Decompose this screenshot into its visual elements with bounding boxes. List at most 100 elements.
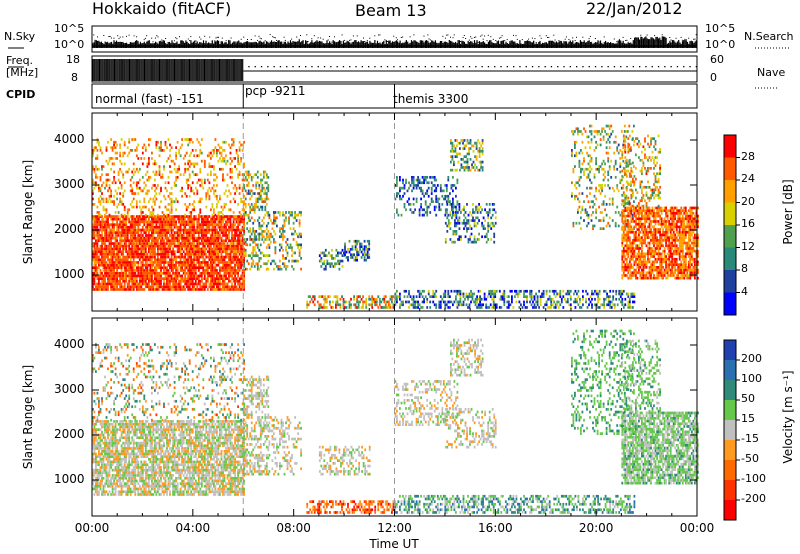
heat-cell: [289, 211, 292, 214]
heat-cell: [96, 244, 99, 248]
heat-cell: [167, 228, 170, 232]
heat-cell: [240, 277, 243, 280]
heat-cell: [599, 219, 602, 222]
heat-cell: [167, 277, 170, 280]
heat-cell: [96, 223, 99, 226]
heat-cell: [298, 224, 301, 228]
heat-cell: [196, 154, 199, 158]
heat-cell: [211, 213, 214, 217]
heat-cell: [369, 297, 372, 301]
heat-cell: [222, 167, 224, 171]
heat-cell: [216, 205, 218, 209]
heat-cell: [210, 252, 212, 256]
heat-cell: [110, 247, 113, 251]
heat-cell: [131, 244, 134, 248]
heat-cell: [265, 262, 268, 266]
heat-cell: [470, 292, 472, 296]
heat-cell: [446, 216, 449, 220]
heat-cell: [474, 141, 477, 145]
heat-cell: [232, 143, 235, 147]
heat-cell: [102, 225, 105, 229]
heat-cell: [169, 203, 171, 206]
heat-cell: [178, 285, 181, 289]
heat-cell: [580, 306, 583, 309]
heat-cell: [110, 279, 113, 283]
heat-cell: [365, 306, 368, 309]
heat-cell: [151, 213, 153, 217]
heat-cell: [548, 306, 551, 309]
heat-cell: [241, 220, 244, 224]
heat-cell: [261, 219, 264, 222]
heat-cell: [176, 167, 179, 171]
heat-cell: [469, 235, 471, 239]
heat-cell: [589, 159, 591, 163]
heat-cell: [197, 215, 200, 218]
heat-cell: [202, 261, 205, 264]
heat-cell: [135, 255, 138, 259]
heat-cell: [131, 231, 134, 234]
heat-cell: [182, 236, 185, 240]
heat-cell: [166, 261, 168, 264]
heat-cell: [447, 221, 450, 225]
heat-cell: [173, 274, 176, 278]
heat-cell: [132, 250, 135, 253]
heat-cell: [143, 181, 146, 185]
heat-cell: [213, 231, 215, 234]
heat-cell: [98, 250, 100, 253]
heat-cell: [476, 297, 479, 301]
heat-cell: [158, 234, 161, 237]
heat-cell: [238, 242, 241, 245]
heat-cell: [507, 306, 510, 309]
heat-cell: [282, 248, 284, 252]
heat-cell: [154, 261, 156, 264]
heat-cell: [160, 223, 162, 226]
heat-cell: [258, 186, 261, 190]
heat-cell: [205, 217, 208, 221]
heat-cell: [116, 217, 119, 221]
heat-cell: [216, 274, 218, 278]
heat-cell: [500, 295, 503, 298]
heat-cell: [265, 235, 268, 239]
heat-cell: [96, 285, 99, 289]
heat-cell: [307, 303, 310, 307]
heat-cell: [143, 197, 146, 201]
heat-cell: [237, 220, 240, 224]
heat-cell: [193, 215, 196, 218]
heat-cell: [179, 217, 182, 221]
heat-cell: [300, 267, 303, 271]
heat-cell: [178, 288, 181, 291]
heat-cell: [157, 215, 159, 218]
heat-cell: [545, 289, 548, 293]
heat-cell: [235, 271, 238, 275]
heat-cell: [213, 225, 215, 229]
heat-cell: [93, 149, 96, 152]
heat-cell: [154, 200, 156, 203]
heat-cell: [135, 181, 138, 185]
heat-cell: [126, 154, 129, 158]
heat-cell: [107, 266, 109, 270]
heat-cell: [185, 258, 188, 262]
heat-cell: [223, 231, 226, 234]
heat-cell: [574, 197, 576, 201]
heat-cell: [237, 279, 240, 283]
heat-cell: [200, 234, 203, 237]
heat-cell: [152, 250, 155, 253]
heat-cell: [151, 285, 153, 289]
heat-cell: [624, 297, 627, 301]
heat-cell: [138, 205, 141, 209]
heat-cell: [324, 248, 327, 252]
heat-cell: [193, 242, 196, 245]
heat-cell: [598, 292, 601, 296]
heat-cell: [418, 211, 421, 214]
heat-cell: [149, 220, 152, 224]
heat-cell: [506, 295, 509, 298]
heat-cell: [396, 297, 398, 301]
heat-cell: [155, 258, 158, 262]
heat-cell: [111, 269, 114, 272]
heat-cell: [478, 208, 481, 212]
heat-cell: [487, 230, 490, 233]
heat-cell: [464, 211, 467, 214]
heat-cell: [604, 289, 607, 293]
heat-cell: [325, 297, 328, 301]
heat-cell: [588, 303, 590, 307]
